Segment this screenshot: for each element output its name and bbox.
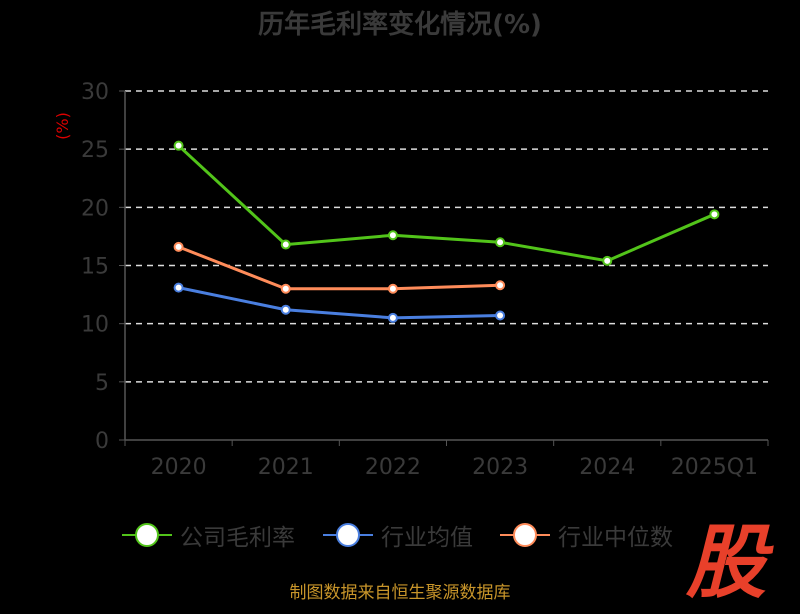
data-point	[495, 310, 506, 321]
data-point	[387, 312, 398, 323]
data-point	[387, 230, 398, 241]
x-tick-label: 2022	[365, 455, 421, 480]
x-tick-label: 2020	[151, 455, 207, 480]
data-point	[709, 209, 720, 220]
legend-label: 公司毛利率	[180, 525, 295, 551]
data-point	[495, 237, 506, 248]
legend-item-company[interactable]: 公司毛利率	[122, 518, 295, 552]
legend-marker-icon	[323, 522, 373, 548]
y-tick-label: 0	[95, 429, 109, 454]
legend-marker-icon	[500, 522, 550, 548]
y-tick-label: 15	[81, 255, 109, 280]
x-tick-label: 2023	[472, 455, 528, 480]
data-point	[280, 304, 291, 315]
chart-title: 历年毛利率变化情况(%)	[258, 10, 542, 40]
line-chart: 0 5 10 15 20 25 30 (%) 2020 2021 2022 2023 2024 2025Q…	[53, 80, 769, 480]
y-tick-label: 20	[81, 196, 109, 221]
legend-marker-icon	[122, 522, 172, 548]
x-tick-label: 2021	[258, 455, 314, 480]
legend-label: 行业中位数	[558, 525, 673, 551]
data-point	[495, 280, 506, 291]
y-tick-label: 25	[81, 138, 109, 163]
legend-item-industry-median[interactable]: 行业中位数	[500, 518, 673, 552]
y-axis-label: (%)	[53, 112, 72, 140]
x-tick-label: 2024	[579, 455, 635, 480]
logo: 股	[686, 516, 766, 609]
series-line-0	[177, 144, 716, 263]
data-point	[280, 239, 291, 250]
y-tick-label: 30	[81, 80, 109, 105]
source-note: 制图数据来自恒生聚源数据库	[289, 583, 511, 603]
y-tick-label: 5	[95, 371, 109, 396]
legend-item-industry-mean[interactable]: 行业均值	[323, 518, 473, 552]
data-point	[387, 283, 398, 294]
legend-label: 行业均值	[381, 525, 473, 551]
x-tick-label: 2025Q1	[671, 455, 758, 480]
data-point	[173, 140, 184, 151]
data-point	[280, 283, 291, 294]
data-point	[173, 241, 184, 252]
series-line-1	[178, 286, 501, 320]
y-tick-label: 10	[81, 313, 109, 338]
series-line-2	[178, 245, 501, 291]
data-point	[173, 282, 184, 293]
data-point	[602, 255, 613, 266]
